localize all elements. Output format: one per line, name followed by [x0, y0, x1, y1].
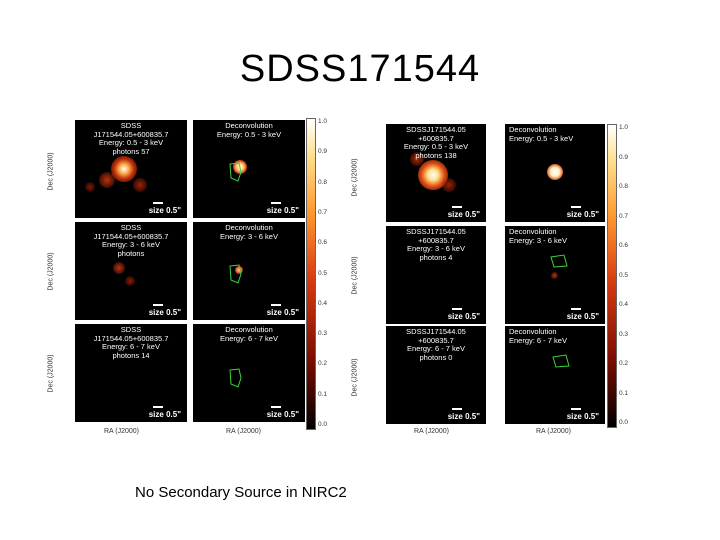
colorbar-tick-label: 0.6 [619, 242, 629, 249]
scale-bar [153, 406, 163, 408]
scale-bar [271, 406, 281, 408]
colorbar-tick-label: 0.5 [318, 269, 328, 277]
right-obs-xlabel: RA (J2000) [414, 428, 450, 435]
right-row2-ylabel: Dec (J2000) [351, 256, 359, 295]
size-label: size 0.5" [447, 312, 480, 321]
left-colorbar-ticks: 1.0 0.9 0.8 0.7 0.6 0.5 0.4 0.3 0.2 0.1 0.0 [318, 118, 340, 428]
size-label: size 0.5" [447, 210, 480, 219]
slide-title: SDSS171544 [239, 48, 481, 90]
right-colorbar-ticks: 1.0 0.9 0.8 0.7 0.6 0.5 0.4 0.3 0.2 0.1 0.0 [619, 124, 641, 426]
size-label: size 0.5" [266, 206, 299, 215]
right-decon-contour-medium [550, 254, 568, 268]
colorbar-tick-label: 1.0 [619, 124, 629, 131]
left-row1-ylabel: Dec (J2000) [47, 152, 55, 191]
slide-footer: No Secondary Source in NIRC2 [135, 484, 347, 501]
right-decon-text-medium: Deconvolution Energy: 3 - 6 keV [509, 227, 567, 245]
right-decon-text-soft: Deconvolution Energy: 0.5 - 3 keV [509, 125, 574, 143]
left-obs-panel-medium: SDSS J171544.05+600835.7 Energy: 3 - 6 k… [75, 222, 187, 320]
colorbar-tick-label: 0.6 [318, 239, 328, 247]
colorbar-tick-label: 0.2 [318, 360, 328, 368]
colorbar-tick-label: 0.8 [619, 183, 629, 190]
scale-bar [571, 308, 581, 310]
scale-bar [271, 202, 281, 204]
right-row3-ylabel: Dec (J2000) [351, 358, 359, 397]
left-obs-panel-hard: SDSS J171544.05+600835.7 Energy: 6 - 7 k… [75, 324, 187, 422]
right-obs-text-medium: SDSSJ171544.05 +600835.7 Energy: 3 - 6 k… [406, 227, 466, 262]
left-colorbar [306, 118, 316, 430]
left-decon-text-medium: Deconvolution Energy: 3 - 6 keV [220, 223, 278, 241]
left-decon-contour-hard [229, 368, 242, 388]
left-decon-xlabel: RA (J2000) [226, 428, 262, 435]
left-obs-panel-soft: SDSS J171544.05+600835.7 Energy: 0.5 - 3… [75, 120, 187, 218]
colorbar-tick-label: 0.4 [318, 299, 328, 307]
colorbar-tick-label: 0.0 [619, 419, 629, 426]
colorbar-tick-label: 1.0 [318, 118, 328, 125]
size-label: size 0.5" [148, 206, 181, 215]
left-decon-text-hard: Deconvolution Energy: 6 - 7 keV [220, 325, 278, 343]
left-obs-text-medium: SDSS J171544.05+600835.7 Energy: 3 - 6 k… [93, 223, 169, 258]
size-label: size 0.5" [148, 410, 181, 419]
left-obs-text-hard: SDSS J171544.05+600835.7 Energy: 6 - 7 k… [93, 325, 169, 360]
left-decon-panel-medium: Deconvolution Energy: 3 - 6 keV size 0.5… [193, 222, 305, 320]
size-label: size 0.5" [447, 412, 480, 421]
colorbar-tick-label: 0.7 [318, 208, 328, 216]
size-label: size 0.5" [148, 308, 181, 317]
size-label: size 0.5" [566, 210, 599, 219]
scale-bar [153, 304, 163, 306]
size-label: size 0.5" [266, 410, 299, 419]
left-obs-xlabel: RA (J2000) [104, 428, 140, 435]
colorbar-tick-label: 0.2 [619, 360, 629, 367]
colorbar-tick-label: 0.4 [619, 301, 629, 308]
left-decon-panel-soft: Deconvolution Energy: 0.5 - 3 keV size 0… [193, 120, 305, 218]
right-obs-text-soft: SDSSJ171544.05 +600835.7 Energy: 0.5 - 3… [403, 125, 469, 160]
scale-bar [571, 206, 581, 208]
right-obs-panel-hard: SDSSJ171544.05 +600835.7 Energy: 6 - 7 k… [386, 326, 486, 424]
scale-bar [271, 304, 281, 306]
colorbar-tick-label: 0.7 [619, 212, 629, 220]
left-decon-text-soft: Deconvolution Energy: 0.5 - 3 keV [216, 121, 282, 139]
right-row1-ylabel: Dec (J2000) [351, 158, 359, 197]
scale-bar [571, 408, 581, 410]
left-row2-ylabel: Dec (J2000) [47, 252, 55, 291]
colorbar-tick-label: 0.1 [619, 389, 629, 397]
colorbar-tick-label: 0.3 [619, 330, 629, 338]
right-decon-contour-hard [552, 354, 570, 368]
right-colorbar [607, 124, 617, 428]
right-obs-panel-medium: SDSSJ171544.05 +600835.7 Energy: 3 - 6 k… [386, 226, 486, 324]
right-obs-text-hard: SDSSJ171544.05 +600835.7 Energy: 6 - 7 k… [406, 327, 466, 362]
left-decon-contour-medium [229, 264, 242, 284]
right-decon-panel-hard: Deconvolution Energy: 6 - 7 keV size 0.5… [505, 326, 605, 424]
right-decon-text-hard: Deconvolution Energy: 6 - 7 keV [509, 327, 567, 345]
colorbar-tick-label: 0.5 [619, 271, 629, 279]
colorbar-tick-label: 0.8 [318, 178, 328, 186]
colorbar-tick-label: 0.9 [619, 153, 629, 161]
colorbar-tick-label: 0.3 [318, 330, 328, 338]
size-label: size 0.5" [566, 412, 599, 421]
colorbar-tick-label: 0.0 [318, 421, 328, 428]
right-decon-panel-soft: Deconvolution Energy: 0.5 - 3 keV size 0… [505, 124, 605, 222]
scale-bar [452, 206, 462, 208]
size-label: size 0.5" [566, 312, 599, 321]
left-obs-text-soft: SDSS J171544.05+600835.7 Energy: 0.5 - 3… [93, 121, 169, 156]
right-obs-panel-soft: SDSSJ171544.05 +600835.7 Energy: 0.5 - 3… [386, 124, 486, 222]
right-decon-xlabel: RA (J2000) [536, 428, 572, 435]
size-label: size 0.5" [266, 308, 299, 317]
scale-bar [153, 202, 163, 204]
colorbar-tick-label: 0.9 [318, 148, 328, 156]
scale-bar [452, 408, 462, 410]
scale-bar [452, 308, 462, 310]
colorbar-tick-label: 0.1 [318, 390, 328, 398]
left-decon-contour-soft [229, 162, 242, 182]
left-row3-ylabel: Dec (J2000) [47, 354, 55, 393]
left-decon-panel-hard: Deconvolution Energy: 6 - 7 keV size 0.5… [193, 324, 305, 422]
right-decon-panel-medium: Deconvolution Energy: 3 - 6 keV size 0.5… [505, 226, 605, 324]
